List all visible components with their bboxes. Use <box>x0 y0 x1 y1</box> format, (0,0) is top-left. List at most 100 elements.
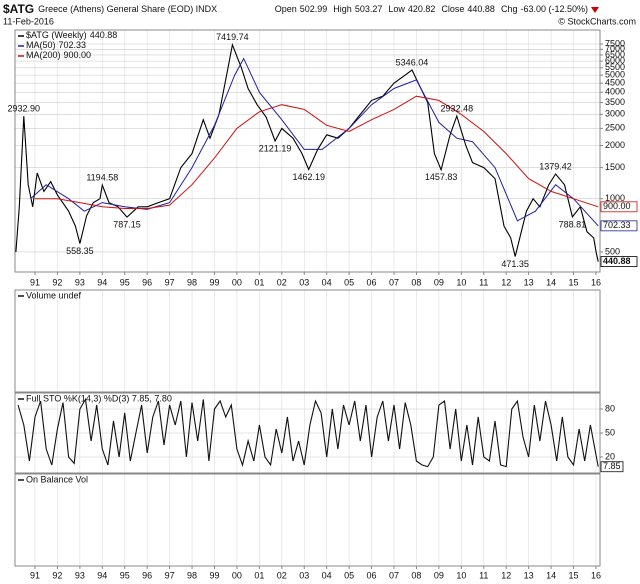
series-line <box>30 57 599 227</box>
y-tick-label: 2500 <box>605 123 625 133</box>
last-value-box <box>600 461 624 473</box>
quote-value: -63.00 (-12.50%) <box>520 4 588 14</box>
panel-frame <box>14 392 601 474</box>
x-tick-label: 13 <box>524 277 534 287</box>
legend-name: MA(200) <box>26 50 61 60</box>
x-tick-label: 05 <box>344 277 354 287</box>
subtitle: Greece (Athens) General Share (EOD) INDX <box>38 4 217 14</box>
legend-name: $ATG (Weekly) <box>26 30 87 40</box>
x-tick-label: 00 <box>232 570 242 580</box>
x-tick-label: 06 <box>367 277 377 287</box>
panel-frame <box>14 289 601 393</box>
legend-entry: MA(200) 900.00 <box>26 50 91 60</box>
x-tick-label: 95 <box>120 570 130 580</box>
last-value-box <box>600 220 638 232</box>
x-tick-label: 92 <box>52 570 62 580</box>
quote-name: Low <box>388 4 405 14</box>
y-tick-label: 500 <box>605 246 620 256</box>
y-tick-label: 3500 <box>605 97 625 107</box>
x-tick-label: 11 <box>479 570 488 580</box>
x-tick-label: 07 <box>389 570 399 580</box>
quote-name: Open <box>275 4 297 14</box>
x-tick-label: 04 <box>322 277 332 287</box>
x-tick-label: 92 <box>52 277 62 287</box>
panel-frame <box>14 473 601 567</box>
x-tick-label: 04 <box>322 570 332 580</box>
x-tick-label: 12 <box>501 277 511 287</box>
x-tick-label: 06 <box>367 570 377 580</box>
panel-frame <box>14 29 601 273</box>
header: $ATG Greece (Athens) General Share (EOD) … <box>3 2 217 16</box>
x-tick-label: 94 <box>97 570 107 580</box>
quote-name: Close <box>441 4 464 14</box>
annotation: 1379.42 <box>539 161 572 171</box>
y-tick-label: 7500 <box>605 38 625 48</box>
last-value: 702.33 <box>603 220 631 230</box>
panel-title: Volume undef <box>26 290 82 300</box>
y-tick-label: 5000 <box>605 70 625 80</box>
annotation: 2121.19 <box>259 143 292 153</box>
date: 11-Feb-2016 <box>3 16 54 26</box>
source: © StockCharts.com <box>558 16 636 26</box>
x-tick-label: 91 <box>30 277 40 287</box>
x-tick-label: 01 <box>254 570 264 580</box>
x-tick-label: 99 <box>209 570 219 580</box>
legend-value: 440.88 <box>90 30 118 40</box>
symbol: $ATG <box>3 2 34 16</box>
last-value: 440.88 <box>603 256 631 266</box>
x-tick-label: 08 <box>411 277 421 287</box>
y-tick-label: 1500 <box>605 162 625 172</box>
x-tick-label: 93 <box>75 277 85 287</box>
down-arrow <box>591 7 599 13</box>
x-tick-label: 13 <box>524 570 534 580</box>
x-tick-label: 03 <box>299 277 309 287</box>
series-line <box>35 95 599 209</box>
x-tick-label: 15 <box>569 570 579 580</box>
annotation: 788.81 <box>559 219 587 229</box>
annotation: 471.35 <box>501 259 529 269</box>
x-tick-label: 16 <box>591 277 601 287</box>
y-tick-label: 4500 <box>605 78 625 88</box>
annotation: 1194.58 <box>86 172 118 182</box>
x-tick-label: 98 <box>187 277 197 287</box>
y-tick-label: 3000 <box>605 109 625 119</box>
x-tick-label: 02 <box>277 277 287 287</box>
x-tick-label: 11 <box>479 277 488 287</box>
quote-value: 440.88 <box>467 4 495 14</box>
y-tick-label: 50 <box>605 427 615 437</box>
x-tick-label: 14 <box>546 570 556 580</box>
last-value-box <box>600 201 638 213</box>
x-tick-label: 10 <box>456 570 466 580</box>
annotation: 1462.19 <box>292 172 325 182</box>
x-tick-label: 12 <box>501 570 511 580</box>
legend-entry: $ATG (Weekly) 440.88 <box>26 30 117 40</box>
x-tick-label: 10 <box>456 277 466 287</box>
x-tick-label: 91 <box>30 570 40 580</box>
legend-entry: MA(50) 702.33 <box>26 40 86 50</box>
quote-value: 420.82 <box>408 4 436 14</box>
y-tick-label: 20 <box>605 451 615 461</box>
y-tick-label: 80 <box>605 403 615 413</box>
last-value-box <box>600 256 638 267</box>
x-tick-label: 99 <box>209 277 219 287</box>
y-tick-label: 5500 <box>605 62 625 72</box>
quote: Open 502.99 High 503.27 Low 420.82 Close 440.88… <box>275 4 588 14</box>
series-line <box>15 42 599 262</box>
y-tick-label: 6500 <box>605 49 625 59</box>
x-tick-label: 09 <box>434 570 444 580</box>
x-tick-label: 05 <box>344 570 354 580</box>
y-tick-label: 6000 <box>605 56 625 66</box>
annotation: 2932.48 <box>441 103 474 113</box>
quote-name: Chg <box>501 4 518 14</box>
x-tick-label: 97 <box>165 570 175 580</box>
x-tick-label: 96 <box>142 570 152 580</box>
annotation: 7419.74 <box>216 32 249 42</box>
last-value: 7.85 <box>603 461 621 471</box>
panel-title: Full STO %K(14,3) %D(3) 7.85, 7.80 <box>26 393 172 403</box>
quote-value: 503.27 <box>355 4 383 14</box>
x-tick-label: 98 <box>187 570 197 580</box>
x-tick-label: 03 <box>299 570 309 580</box>
y-tick-label: 4000 <box>605 87 625 97</box>
x-tick-label: 95 <box>120 277 130 287</box>
